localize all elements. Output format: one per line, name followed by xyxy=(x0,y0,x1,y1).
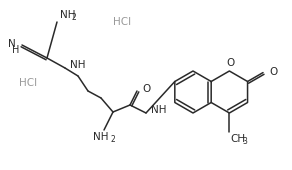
Text: HCl: HCl xyxy=(19,78,37,88)
Text: 3: 3 xyxy=(242,137,247,146)
Text: O: O xyxy=(142,84,150,94)
Text: 2: 2 xyxy=(72,13,77,22)
Text: CH: CH xyxy=(230,134,246,144)
Text: N: N xyxy=(8,39,16,49)
Text: NH: NH xyxy=(60,10,76,20)
Text: O: O xyxy=(269,67,277,76)
Text: NH: NH xyxy=(93,132,109,142)
Text: 2: 2 xyxy=(111,135,115,144)
Text: H: H xyxy=(12,45,19,55)
Text: NH: NH xyxy=(151,105,166,115)
Text: HCl: HCl xyxy=(113,17,131,27)
Text: O: O xyxy=(226,58,234,68)
Text: NH: NH xyxy=(70,60,86,70)
